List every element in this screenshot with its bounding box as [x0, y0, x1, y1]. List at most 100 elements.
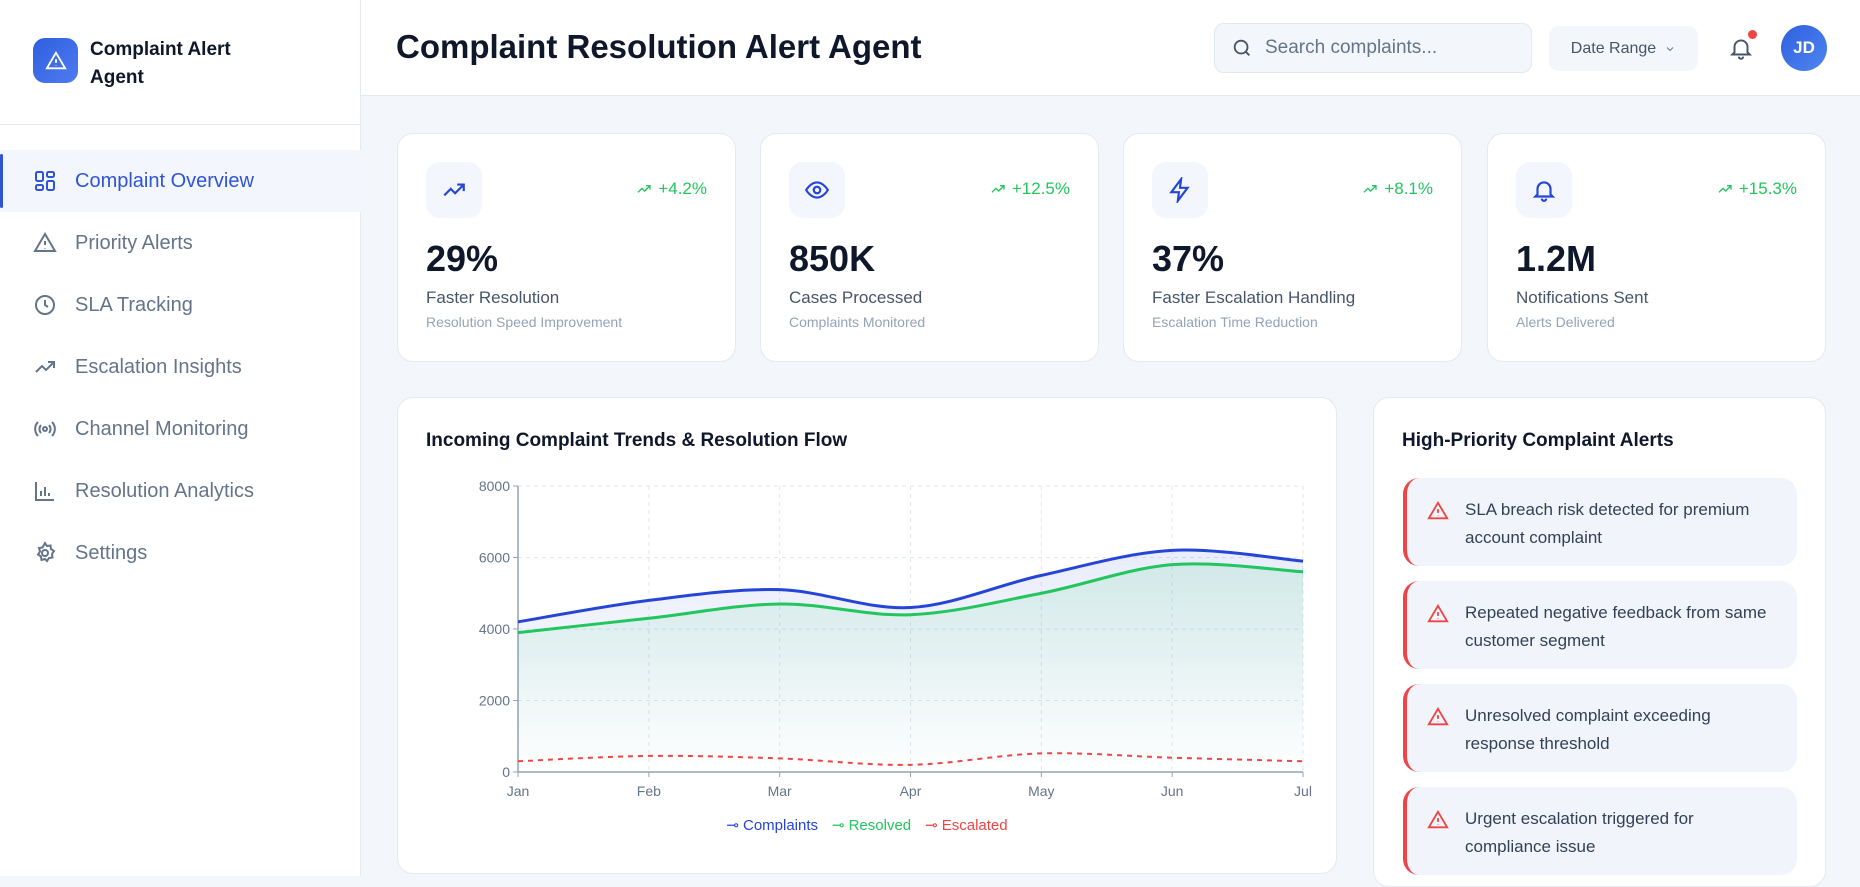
alert-triangle-icon	[33, 231, 57, 255]
stat-value: 1.2M	[1516, 238, 1596, 280]
x-tick-label: Jul	[1294, 783, 1312, 799]
alert-item[interactable]: SLA breach risk detected for premium acc…	[1403, 478, 1797, 566]
sidebar-item-complaint-overview[interactable]: Complaint Overview	[0, 150, 361, 212]
y-tick-label: 8000	[479, 478, 510, 494]
sidebar-item-channel-monitoring[interactable]: Channel Monitoring	[0, 398, 361, 460]
sidebar-item-resolution-analytics[interactable]: Resolution Analytics	[0, 460, 361, 522]
logo	[33, 38, 78, 83]
legend-complaints[interactable]: ⊸Complaints	[726, 816, 818, 834]
x-tick-label: May	[1028, 783, 1054, 799]
chart-card: Incoming Complaint Trends & Resolution F…	[397, 397, 1337, 874]
stat-card: +8.1% 37% Faster Escalation Handling Esc…	[1123, 133, 1462, 362]
bell-icon	[1531, 177, 1557, 203]
stat-icon-box	[789, 162, 845, 218]
trend-value: +8.1%	[1384, 179, 1433, 199]
chart-legend: ⊸Complaints ⊸Resolved ⊸Escalated	[398, 816, 1336, 834]
x-tick-label: Mar	[768, 783, 792, 799]
trending-up-icon	[990, 181, 1006, 197]
stat-icon-box	[1152, 162, 1208, 218]
sidebar-item-label: Resolution Analytics	[75, 480, 254, 503]
search-input[interactable]: Search complaints...	[1214, 23, 1532, 73]
stat-label: Faster Resolution	[426, 288, 559, 308]
alert-text: Repeated negative feedback from same cus…	[1465, 599, 1783, 655]
x-tick-label: Jan	[507, 783, 530, 799]
sidebar-item-label: Settings	[75, 542, 147, 565]
legend-escalated[interactable]: ⊸Escalated	[925, 816, 1007, 834]
chevron-down-icon	[1664, 43, 1676, 55]
x-tick-label: Jun	[1161, 783, 1184, 799]
alerts-card: High-Priority Complaint Alerts SLA breac…	[1373, 397, 1826, 887]
grid-icon	[33, 169, 57, 193]
stat-label: Faster Escalation Handling	[1152, 288, 1355, 308]
trend-badge: +4.2%	[636, 179, 707, 199]
divider	[0, 124, 361, 125]
stat-icon-box	[426, 162, 482, 218]
alert-triangle-icon	[1427, 500, 1449, 522]
sidebar-item-escalation-insights[interactable]: Escalation Insights	[0, 336, 361, 398]
bar-chart-icon	[33, 479, 57, 503]
trending-up-icon	[441, 177, 467, 203]
stat-sublabel: Resolution Speed Improvement	[426, 314, 622, 330]
broadcast-icon	[33, 417, 57, 441]
trending-up-icon	[33, 355, 57, 379]
y-tick-label: 4000	[479, 621, 510, 637]
page-title: Complaint Resolution Alert Agent	[396, 28, 922, 66]
stat-label: Notifications Sent	[1516, 288, 1648, 308]
alerts-title: High-Priority Complaint Alerts	[1402, 430, 1674, 452]
alert-item[interactable]: Unresolved complaint exceeding response …	[1403, 684, 1797, 772]
search-placeholder: Search complaints...	[1265, 37, 1437, 59]
stat-card: +15.3% 1.2M Notifications Sent Alerts De…	[1487, 133, 1826, 362]
trend-chart: 0 2000 4000 6000 8000 Jan Feb Mar Apr May Jun Jul	[398, 398, 1338, 808]
stat-card: +4.2% 29% Faster Resolution Resolution S…	[397, 133, 736, 362]
y-tick-label: 2000	[479, 693, 510, 709]
stat-sublabel: Complaints Monitored	[789, 314, 925, 330]
trend-badge: +8.1%	[1362, 179, 1433, 199]
alert-text: Urgent escalation triggered for complian…	[1465, 805, 1783, 861]
avatar[interactable]: JD	[1781, 25, 1827, 71]
sidebar-item-label: SLA Tracking	[75, 294, 193, 317]
trend-badge: +12.5%	[990, 179, 1070, 199]
stat-label: Cases Processed	[789, 288, 922, 308]
stat-sublabel: Alerts Delivered	[1516, 314, 1615, 330]
trend-value: +15.3%	[1739, 179, 1797, 199]
x-tick-label: Apr	[900, 783, 922, 799]
stat-icon-box	[1516, 162, 1572, 218]
sidebar-item-settings[interactable]: Settings	[0, 522, 361, 584]
trending-up-icon	[636, 181, 652, 197]
stat-value: 29%	[426, 238, 498, 280]
header: Complaint Resolution Alert Agent Search …	[361, 0, 1860, 96]
sidebar-item-label: Escalation Insights	[75, 356, 242, 379]
lightning-icon	[1167, 177, 1193, 203]
sidebar: Complaint Alert Agent Complaint Overview…	[0, 0, 361, 876]
stat-value: 850K	[789, 238, 875, 280]
sidebar-item-sla-tracking[interactable]: SLA Tracking	[0, 274, 361, 336]
date-range-dropdown[interactable]: Date Range	[1549, 26, 1698, 71]
stat-value: 37%	[1152, 238, 1224, 280]
alert-triangle-icon	[1427, 603, 1449, 625]
y-tick-label: 6000	[479, 550, 510, 566]
x-tick-label: Feb	[637, 783, 661, 799]
brand-name: Complaint Alert Agent	[90, 36, 270, 92]
gear-icon	[33, 541, 57, 565]
trending-up-icon	[1717, 181, 1733, 197]
alert-item[interactable]: Urgent escalation triggered for complian…	[1403, 787, 1797, 875]
trend-value: +12.5%	[1012, 179, 1070, 199]
stat-card: +12.5% 850K Cases Processed Complaints M…	[760, 133, 1099, 362]
clock-icon	[33, 293, 57, 317]
area-resolved	[518, 564, 1303, 772]
alert-triangle-icon	[45, 50, 67, 72]
y-tick-label: 0	[502, 764, 510, 780]
alert-text: Unresolved complaint exceeding response …	[1465, 702, 1783, 758]
search-icon	[1231, 37, 1253, 59]
sidebar-item-label: Complaint Overview	[75, 170, 254, 193]
alert-item[interactable]: Repeated negative feedback from same cus…	[1403, 581, 1797, 669]
trend-value: +4.2%	[658, 179, 707, 199]
stat-sublabel: Escalation Time Reduction	[1152, 314, 1318, 330]
trend-badge: +15.3%	[1717, 179, 1797, 199]
sidebar-item-priority-alerts[interactable]: Priority Alerts	[0, 212, 361, 274]
trending-up-icon	[1362, 181, 1378, 197]
eye-icon	[804, 177, 830, 203]
sidebar-item-label: Channel Monitoring	[75, 418, 248, 441]
legend-resolved[interactable]: ⊸Resolved	[832, 816, 911, 834]
sidebar-item-label: Priority Alerts	[75, 232, 193, 255]
